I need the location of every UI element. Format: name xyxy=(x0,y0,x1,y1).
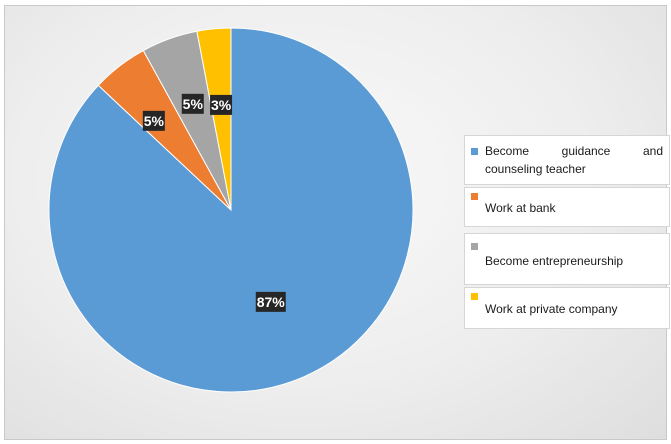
data-label-guidance-teacher: 87% xyxy=(255,291,286,312)
data-label-private-company: 3% xyxy=(210,94,233,115)
pie-slice-private-company xyxy=(196,27,232,211)
legend-item-work-at-bank: Work at bank xyxy=(464,187,670,227)
legend-label-guidance-teacher: Become guidance and counseling teacher xyxy=(485,144,663,176)
legend-swatch-guidance-teacher xyxy=(471,148,478,155)
legend-item-entrepreneurship: Become entrepreneurship xyxy=(464,233,670,285)
data-label-bg xyxy=(210,94,233,115)
data-label-work-at-bank: 5% xyxy=(142,110,165,131)
legend-item-private-company: Work at private company xyxy=(464,287,670,329)
data-label-text: 5% xyxy=(183,96,204,112)
legend-label-entrepreneurship: Become entrepreneurship xyxy=(485,254,624,268)
legend-swatch-private-company xyxy=(471,293,478,300)
chart-area: 87% 5% 5% 3% Become guidance and counseling… xyxy=(4,5,670,440)
legend-label-work-at-bank: Work at bank xyxy=(485,201,556,215)
legend-item-guidance-teacher: Become guidance and counseling teacher xyxy=(464,135,670,185)
pie-chart: 87% 5% 5% 3% xyxy=(48,27,414,393)
legend-swatch-work-at-bank xyxy=(471,193,478,200)
data-label-entrepreneurship: 5% xyxy=(181,93,204,114)
data-label-text: 5% xyxy=(144,113,165,129)
data-label-text: 3% xyxy=(211,97,232,113)
legend-label-private-company: Work at private company xyxy=(485,302,618,316)
data-label-text: 87% xyxy=(257,294,286,310)
legend-swatch-entrepreneurship xyxy=(471,243,478,250)
data-label-bg xyxy=(181,93,204,114)
data-label-bg xyxy=(142,110,165,131)
data-label-bg xyxy=(255,291,286,312)
